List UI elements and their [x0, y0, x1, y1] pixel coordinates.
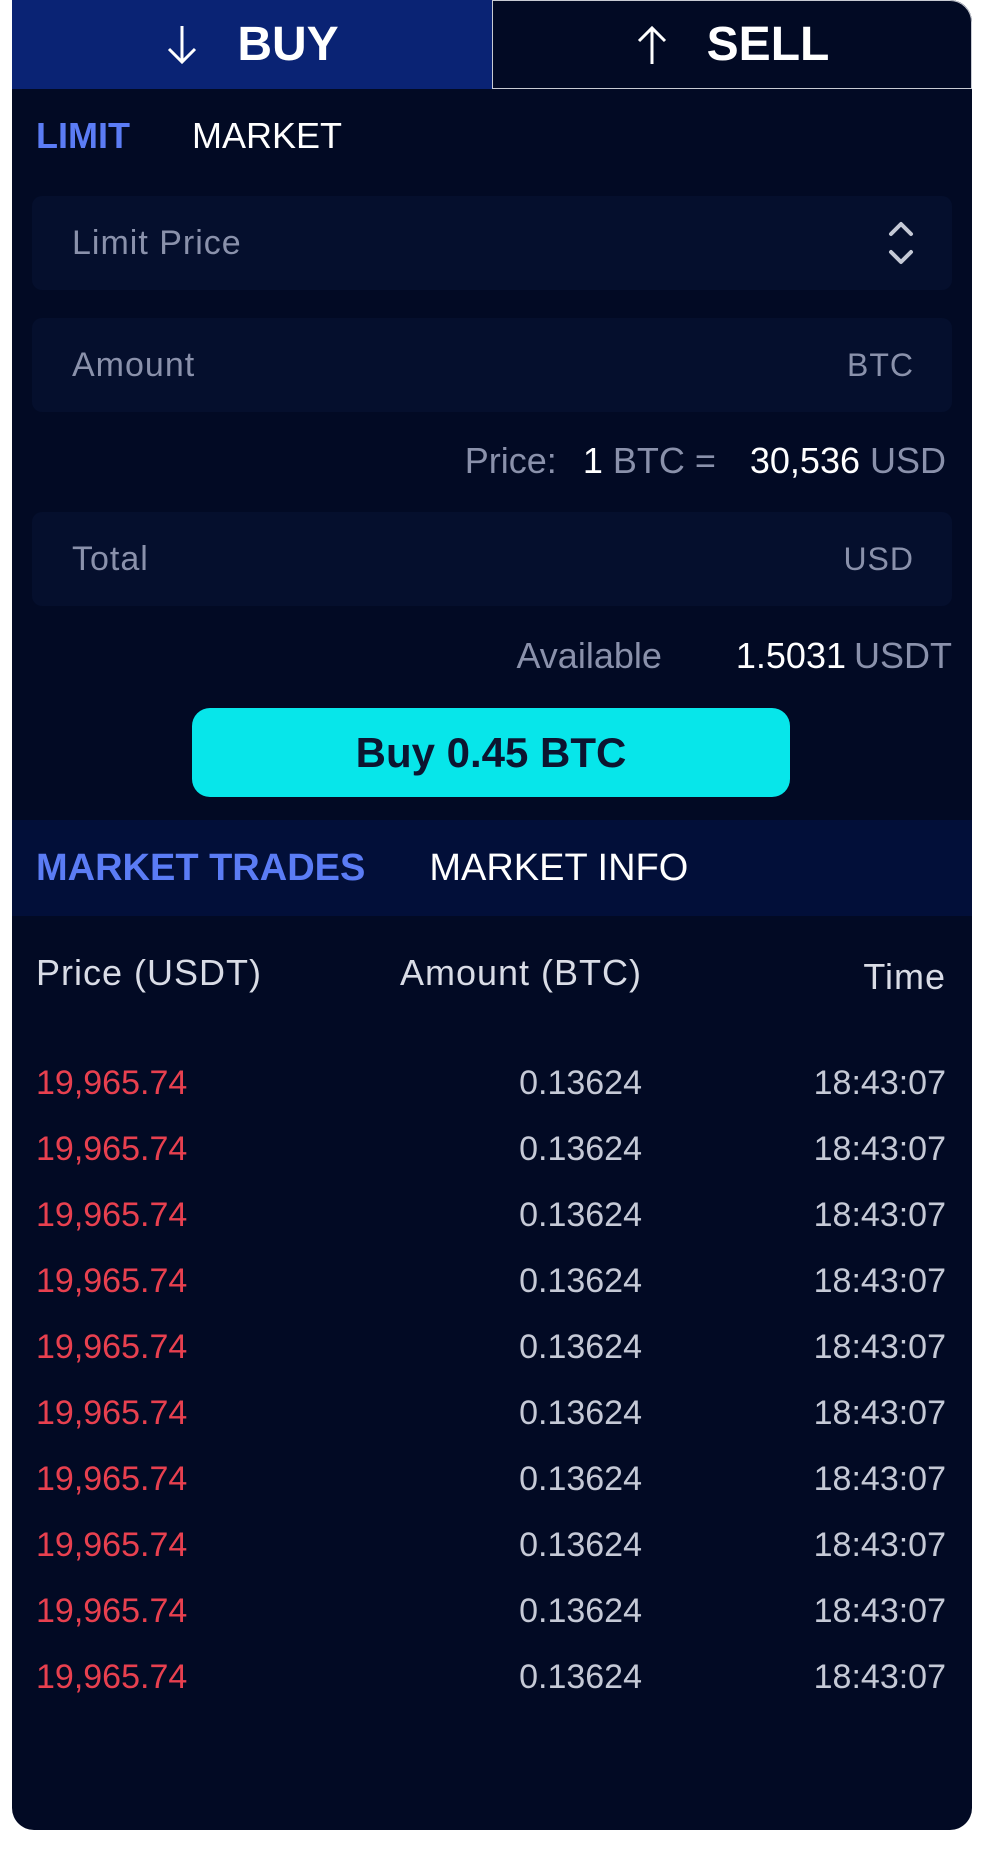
trade-amount: 0.13624 [519, 1460, 642, 1498]
amount-placeholder: Amount [72, 345, 196, 384]
trade-price: 19,965.74 [36, 1130, 188, 1168]
tab-market-trades[interactable]: MARKET TRADES [36, 846, 366, 889]
total-unit: USD [843, 540, 914, 577]
market-tabs: MARKET TRADES MARKET INFO [12, 820, 972, 916]
amount-input[interactable]: Amount BTC [32, 318, 952, 412]
col-header-time: Time [863, 956, 946, 997]
table-row: 19,965.74 0.13624 18:43:07 [12, 1050, 972, 1116]
table-row: 19,965.74 0.13624 18:43:07 [12, 1314, 972, 1380]
buy-submit-button[interactable]: Buy 0.45 BTC [192, 708, 790, 797]
trade-price: 19,965.74 [36, 1592, 188, 1630]
arrow-up-icon [637, 25, 666, 64]
trade-amount: 0.13624 [519, 1328, 642, 1366]
trade-time: 18:43:07 [813, 1328, 946, 1366]
trade-time: 18:43:07 [813, 1262, 946, 1300]
trade-time: 18:43:07 [813, 1592, 946, 1630]
amount-unit: BTC [847, 346, 914, 383]
trade-price: 19,965.74 [36, 1526, 188, 1564]
trade-amount: 0.13624 [519, 1196, 642, 1234]
available-label: Available [516, 635, 662, 676]
trade-time: 18:43:07 [813, 1394, 946, 1432]
tab-market-info[interactable]: MARKET INFO [429, 846, 689, 889]
total-input[interactable]: Total USD [32, 512, 952, 606]
tab-limit[interactable]: LIMIT [36, 115, 130, 156]
trade-amount: 0.13624 [519, 1064, 642, 1102]
trade-price: 19,965.74 [36, 1262, 188, 1300]
available-value: 1.5031 [735, 635, 846, 676]
tab-market[interactable]: MARKET [191, 115, 342, 156]
price-info-base: BTC = [612, 440, 716, 481]
table-row: 19,965.74 0.13624 18:43:07 [12, 1248, 972, 1314]
trade-amount: 0.13624 [519, 1130, 642, 1168]
table-row: 19,965.74 0.13624 18:43:07 [12, 1380, 972, 1446]
col-header-price: Price (USDT) [36, 952, 262, 993]
trade-time: 18:43:07 [813, 1460, 946, 1498]
trade-price: 19,965.74 [36, 1394, 188, 1432]
sell-tab-label: SELL [706, 18, 830, 71]
trade-amount: 0.13624 [519, 1262, 642, 1300]
trade-amount: 0.13624 [519, 1658, 642, 1696]
limit-price-placeholder: Limit Price [72, 223, 242, 262]
arrow-down-icon [168, 25, 197, 64]
trade-price: 19,965.74 [36, 1658, 188, 1696]
price-info: Price: 1 BTC = 30,536 USD [465, 440, 946, 482]
table-row: 19,965.74 0.13624 18:43:07 [12, 1644, 972, 1710]
trade-panel: BUY SELL LIMIT MARKET Limit Price Amount… [12, 0, 972, 1830]
sell-tab[interactable]: SELL [492, 0, 972, 89]
col-header-amount: Amount (BTC) [399, 952, 642, 993]
table-row: 19,965.74 0.13624 18:43:07 [12, 1116, 972, 1182]
price-info-value: 30,536 [749, 440, 860, 481]
total-placeholder: Total [72, 539, 149, 578]
price-info-qty: 1 [582, 440, 603, 481]
trade-time: 18:43:07 [813, 1130, 946, 1168]
trade-amount: 0.13624 [519, 1592, 642, 1630]
order-type-tabs: LIMIT MARKET [36, 112, 404, 160]
trade-price: 19,965.74 [36, 1064, 188, 1102]
trade-price: 19,965.74 [36, 1196, 188, 1234]
table-row: 19,965.74 0.13624 18:43:07 [12, 1512, 972, 1578]
table-row: 19,965.74 0.13624 18:43:07 [12, 1446, 972, 1512]
available-unit: USDT [854, 635, 952, 676]
trade-amount: 0.13624 [519, 1526, 642, 1564]
price-info-label: Price: [464, 440, 557, 481]
buy-tab[interactable]: BUY [12, 0, 492, 89]
trade-time: 18:43:07 [813, 1526, 946, 1564]
trade-price: 19,965.74 [36, 1460, 188, 1498]
table-row: 19,965.74 0.13624 18:43:07 [12, 1182, 972, 1248]
price-info-quote: USD [869, 440, 946, 481]
trade-time: 18:43:07 [813, 1196, 946, 1234]
buy-tab-label: BUY [237, 18, 339, 71]
table-row: 19,965.74 0.13624 18:43:07 [12, 1578, 972, 1644]
side-tabs: BUY SELL [12, 0, 972, 89]
trade-time: 18:43:07 [813, 1658, 946, 1696]
trade-amount: 0.13624 [519, 1394, 642, 1432]
trade-time: 18:43:07 [813, 1064, 946, 1102]
available-balance: Available 1.5031 USDT [516, 635, 952, 677]
market-trades-list: 19,965.74 0.13624 18:43:07 19,965.74 0.1… [12, 1050, 972, 1710]
trade-price: 19,965.74 [36, 1328, 188, 1366]
stepper-icon[interactable] [888, 220, 914, 266]
limit-price-input[interactable]: Limit Price [32, 196, 952, 290]
